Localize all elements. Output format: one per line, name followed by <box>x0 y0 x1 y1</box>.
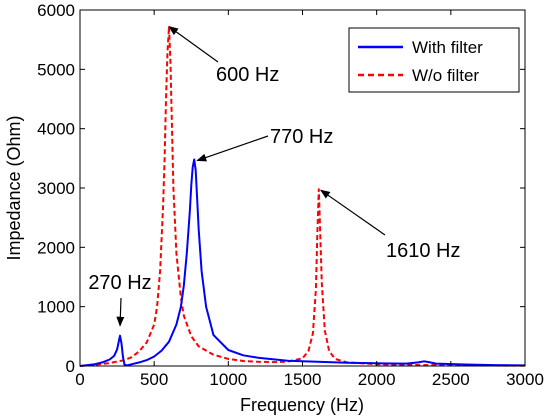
y-tick-label: 3000 <box>37 179 75 198</box>
annotation-label-600-hz: 600 Hz <box>216 64 279 86</box>
x-tick-label: 0 <box>75 370 84 389</box>
y-tick-label: 5000 <box>37 60 75 79</box>
y-axis-title: Impedance (Ohm) <box>4 115 24 260</box>
x-tick-label: 3000 <box>506 370 544 389</box>
y-tick-label: 4000 <box>37 120 75 139</box>
x-tick-label: 500 <box>140 370 168 389</box>
y-tick-label: 0 <box>66 357 75 376</box>
x-tick-label: 2500 <box>432 370 470 389</box>
legend-label-wo-filter: W/o filter <box>412 66 479 85</box>
y-tick-label: 1000 <box>37 298 75 317</box>
annotation-arrow-600-hz <box>168 26 219 63</box>
annotation-label-270-hz: 270 Hz <box>88 272 151 294</box>
series-line-wo-filter <box>79 25 526 367</box>
legend-label-with-filter: With filter <box>412 38 483 57</box>
annotation-arrow-1610-hz <box>319 189 386 236</box>
x-tick-label: 2000 <box>358 370 396 389</box>
legend-box <box>348 27 520 93</box>
y-tick-label: 6000 <box>37 1 75 20</box>
annotations-layer: 600 Hz 770 Hz 1610 Hz 270 Hz <box>88 26 461 327</box>
annotation-label-770-hz: 770 Hz <box>270 126 333 148</box>
x-tick-label: 1000 <box>209 370 247 389</box>
annotation-arrow-770-hz <box>196 135 269 162</box>
legend: With filter W/o filter <box>348 27 520 93</box>
ticks-layer: 0 500 1000 1500 2000 2500 3000 0 1000 2000 3000 400… <box>37 1 544 389</box>
annotation-label-1610-hz: 1610 Hz <box>386 240 461 262</box>
series-layer <box>79 25 526 367</box>
y-tick-label: 2000 <box>37 238 75 257</box>
x-tick-label: 1500 <box>284 370 322 389</box>
series-line-with-filter <box>79 158 526 367</box>
annotation-arrow-270-hz <box>116 297 125 327</box>
x-axis-title: Frequency (Hz) <box>240 395 364 415</box>
